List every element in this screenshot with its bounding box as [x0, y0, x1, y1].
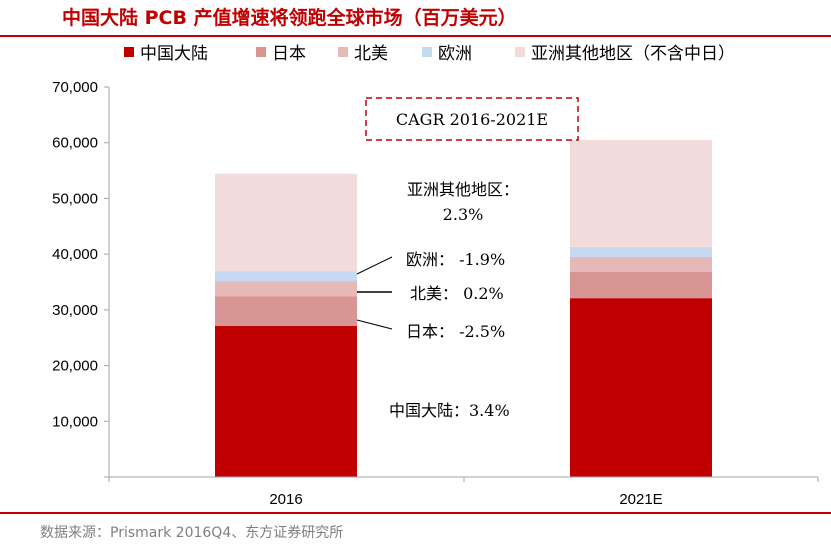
- y-tick-label: 20,000: [52, 358, 98, 375]
- bar-segment: [215, 271, 357, 282]
- bar-segment: [570, 246, 712, 257]
- na-cagr: 北美： 0.2%: [410, 284, 504, 303]
- legend-label: 亚洲其他地区（不含中日）: [531, 44, 735, 64]
- legend-swatch: [124, 47, 134, 57]
- legend-label: 北美: [354, 44, 388, 64]
- y-tick-label: 50,000: [52, 190, 98, 207]
- y-tick-label: 30,000: [52, 302, 98, 319]
- europe-cagr: 欧洲： -1.9%: [406, 250, 505, 269]
- bar-segment: [215, 326, 357, 477]
- x-tick-label: 2021E: [619, 491, 662, 508]
- china-cagr: 中国大陆：3.4%: [389, 401, 510, 420]
- asia-cagr-value: 2.3%: [443, 205, 484, 224]
- bar-segment: [215, 281, 357, 297]
- chart-title: 中国大陆 PCB 产值增速将领跑全球市场（百万美元）: [62, 6, 517, 29]
- y-tick-label: 40,000: [52, 246, 98, 263]
- bars: [215, 139, 712, 477]
- x-tick-label: 2016: [269, 491, 302, 508]
- bar-segment: [215, 173, 357, 272]
- y-tick-label: 10,000: [52, 413, 98, 430]
- source-note: 数据来源：Prismark 2016Q4、东方证券研究所: [40, 525, 343, 541]
- bar-segment: [570, 256, 712, 272]
- cagr-title: CAGR 2016-2021E: [396, 110, 548, 129]
- bar-segment: [215, 296, 357, 327]
- japan-leader-line: [356, 319, 393, 330]
- y-tick-label: 60,000: [52, 135, 98, 152]
- legend-swatch: [515, 47, 525, 57]
- legend-label: 日本: [272, 44, 306, 64]
- asia-cagr-label: 亚洲其他地区：: [407, 180, 519, 199]
- legend: 中国大陆 日本 北美 欧洲 亚洲其他地区（不含中日）: [124, 44, 735, 64]
- y-tick-label: 70,000: [52, 79, 98, 96]
- europe-leader-line: [356, 256, 393, 275]
- japan-cagr: 日本： -2.5%: [406, 322, 505, 341]
- legend-swatch: [256, 47, 266, 57]
- bar-segment: [570, 139, 712, 247]
- legend-swatch: [338, 47, 348, 57]
- cagr-box: [365, 97, 579, 141]
- bar-segment: [570, 271, 712, 299]
- legend-label: 欧洲: [438, 44, 472, 64]
- bar-segment: [570, 298, 712, 477]
- legend-label: 中国大陆: [140, 44, 208, 64]
- y-axis: 10,000 20,000 30,000 40,000 50,000 60,000 70,0…: [52, 79, 109, 478]
- legend-swatch: [422, 47, 432, 57]
